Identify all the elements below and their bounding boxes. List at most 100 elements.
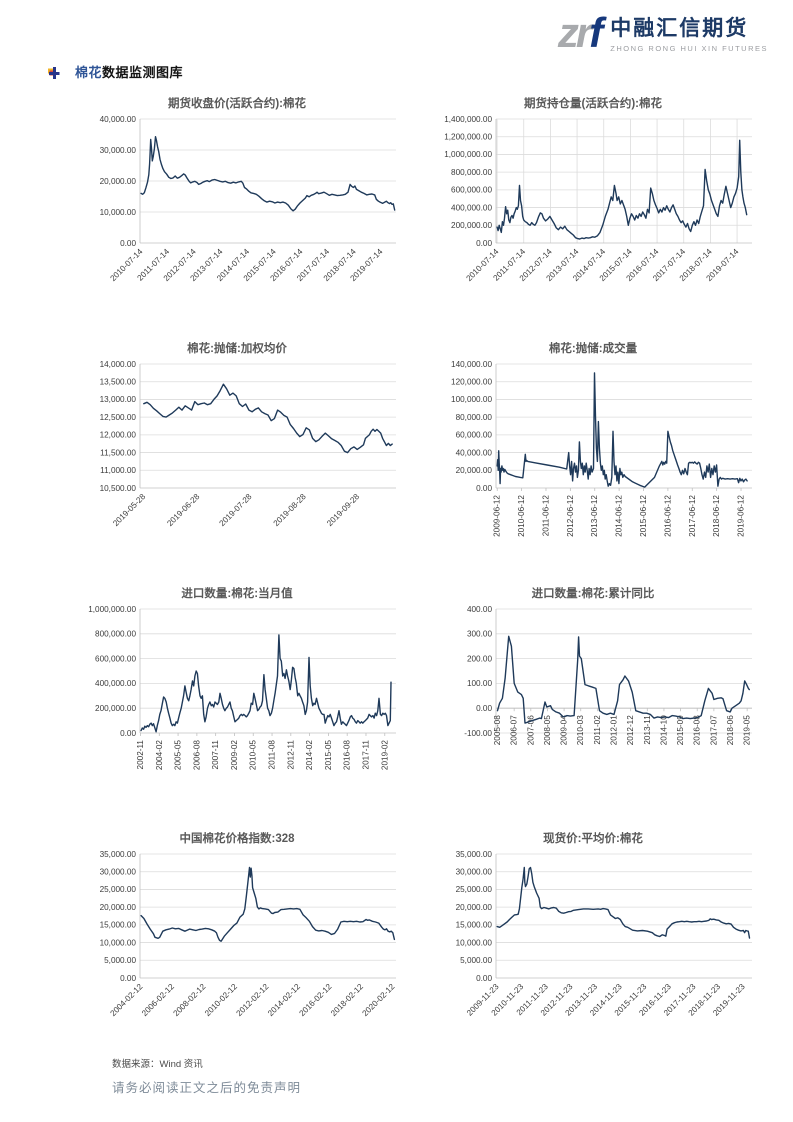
chart-futures-close-price: 期货收盘价(活跃合约):棉花 0.00 10,000.00 20,000.00 30,… [72,95,402,305]
chart-import-monthly: 进口数量:棉花:当月值 0.00 200,000.00 400,000.00 600,… [72,585,402,795]
svg-text:5,000.00: 5,000.00 [460,956,492,965]
svg-text:2012-02-12: 2012-02-12 [235,982,271,1018]
svg-text:400,000.00: 400,000.00 [95,679,136,688]
chart-import-cumulative-yoy: 进口数量:棉花:累计同比 -100.00 0.00 100.00 200.00 300.… [428,585,758,795]
svg-text:2019-09-28: 2019-09-28 [325,492,361,528]
svg-text:2019-08-28: 2019-08-28 [272,492,308,528]
svg-text:2013-11: 2013-11 [643,715,652,745]
svg-text:2015-06-12: 2015-06-12 [639,495,648,537]
svg-text:2015-09: 2015-09 [676,715,685,745]
svg-text:2002-11: 2002-11 [136,740,145,770]
logo-zr-letters: zr [557,8,592,56]
svg-text:30,000.00: 30,000.00 [456,868,493,877]
svg-text:2017-11: 2017-11 [361,740,370,770]
svg-text:10,000.00: 10,000.00 [100,208,137,217]
footer: 数据来源：Wind 资讯 请务必阅读正文之后的免责声明 [112,1056,301,1096]
logo-company-name-cn: 中融汇信期货 [610,17,749,40]
svg-text:2004-02-12: 2004-02-12 [109,982,145,1018]
svg-text:2012-11: 2012-11 [286,740,295,770]
svg-text:2019-02: 2019-02 [380,740,389,770]
chart-title: 棉花:抛储:成交量 [548,343,638,355]
svg-text:600,000.00: 600,000.00 [95,654,136,663]
svg-text:2018-06-12: 2018-06-12 [712,495,721,537]
data-source-note: 数据来源：Wind 资讯 [112,1059,203,1070]
svg-text:200.00: 200.00 [467,654,492,663]
svg-text:2008-05: 2008-05 [543,715,552,745]
svg-text:2010-03: 2010-03 [576,715,585,745]
chart-canvas: 0.00 200,000.00 400,000.00 600,000.00 800,00… [444,115,752,283]
svg-text:2007-06: 2007-06 [526,715,535,745]
svg-text:2014-02-12: 2014-02-12 [266,982,302,1018]
svg-text:2016-08: 2016-08 [693,715,702,745]
svg-text:10,000.00: 10,000.00 [100,938,137,947]
chart-spot-average-price: 现货价:平均价:棉花 0.00 5,000.00 10,000.00 15,000.0… [428,830,758,1040]
svg-text:40,000.00: 40,000.00 [456,448,493,457]
svg-text:2011-06-12: 2011-06-12 [541,495,550,537]
svg-text:20,000.00: 20,000.00 [100,177,137,186]
chart-canvas: 0.00 5,000.00 10,000.00 15,000.00 20,000.00 2… [100,850,397,1018]
svg-text:2012-12: 2012-12 [626,715,635,745]
svg-text:20,000.00: 20,000.00 [456,466,493,475]
svg-text:1,400,000.00: 1,400,000.00 [444,115,492,124]
svg-text:2019-06-28: 2019-06-28 [165,492,201,528]
logo-text-block: 中融汇信期货 ZHONG RONG HUI XIN FUTURES [610,12,768,53]
svg-text:0.00: 0.00 [476,704,492,713]
svg-text:300.00: 300.00 [467,630,492,639]
svg-text:2005-08: 2005-08 [493,715,502,745]
svg-text:2017-06-12: 2017-06-12 [688,495,697,537]
svg-text:2006-08: 2006-08 [192,740,201,770]
svg-text:25,000.00: 25,000.00 [456,885,493,894]
svg-text:10,500.00: 10,500.00 [100,484,137,493]
chart-canvas: 10,500.00 11,000.00 11,500.00 12,000.00 12,5… [100,360,396,528]
svg-text:2006-02-12: 2006-02-12 [140,982,176,1018]
chart-title: 进口数量:棉花:当月值 [181,588,293,600]
chart-canvas: 0.00 5,000.00 10,000.00 15,000.00 20,000.00 2… [456,850,752,1018]
svg-text:2014-06-12: 2014-06-12 [615,495,624,537]
svg-text:20,000.00: 20,000.00 [456,903,493,912]
page-title-rest: 数据监测图库 [102,65,184,80]
svg-text:2007-11: 2007-11 [211,740,220,770]
svg-text:2015-05: 2015-05 [324,740,333,770]
svg-text:15,000.00: 15,000.00 [456,921,493,930]
chart-title: 棉花:抛储:加权均价 [187,343,287,355]
svg-text:80,000.00: 80,000.00 [456,413,493,422]
page-title-highlight: 棉花 [75,65,103,80]
charts-grid: 期货收盘价(活跃合约):棉花 0.00 10,000.00 20,000.00 30,… [72,95,758,1040]
svg-text:0.00: 0.00 [476,239,492,248]
svg-text:2016-08: 2016-08 [343,740,352,770]
svg-text:14,000.00: 14,000.00 [100,360,137,369]
svg-text:2019-06-12: 2019-06-12 [737,495,746,537]
svg-text:35,000.00: 35,000.00 [456,850,493,859]
svg-text:0.00: 0.00 [120,729,136,738]
chart-china-cotton-price-index-328: 中国棉花价格指数:328 0.00 5,000.00 10,000.00 15,000… [72,830,402,1040]
svg-text:35,000.00: 35,000.00 [100,850,137,859]
svg-text:800,000.00: 800,000.00 [95,630,136,639]
chart-canvas: 0.00 20,000.00 40,000.00 60,000.00 80,000.00… [451,360,752,537]
chart-reserve-weighted-avg-price: 棉花:抛储:加权均价 10,500.00 11,000.00 11,500.00 12… [72,340,402,550]
svg-text:1,000,000.00: 1,000,000.00 [444,150,492,159]
svg-text:100.00: 100.00 [467,679,492,688]
svg-text:2014-10: 2014-10 [659,715,668,745]
svg-text:40,000.00: 40,000.00 [100,115,137,124]
svg-text:1,200,000.00: 1,200,000.00 [444,133,492,142]
chart-futures-open-interest: 期货持仓量(活跃合约):棉花 0.00 200,000.00 400,000.00 6… [428,95,758,305]
svg-text:2008-02-12: 2008-02-12 [172,982,208,1018]
chart-title: 中国棉花价格指数:328 [179,833,295,845]
svg-text:2017-07: 2017-07 [709,715,718,745]
page-title: 棉花数据监测图库 [75,62,183,81]
svg-text:2009-04: 2009-04 [560,715,569,745]
svg-text:30,000.00: 30,000.00 [100,146,137,155]
svg-text:0.00: 0.00 [120,239,136,248]
svg-text:0.00: 0.00 [476,484,492,493]
disclaimer-note: 请务必阅读正文之后的免责声明 [112,1081,302,1095]
logo-f-letter: f [589,8,603,56]
svg-text:2018-06: 2018-06 [726,715,735,745]
chart-canvas: -100.00 0.00 100.00 200.00 300.00 400.00 2005-… [464,605,752,745]
svg-text:2010-05: 2010-05 [249,740,258,770]
svg-text:200,000.00: 200,000.00 [95,704,136,713]
svg-text:-100.00: -100.00 [464,729,492,738]
svg-text:100,000.00: 100,000.00 [451,395,492,404]
svg-text:2019-05-28: 2019-05-28 [111,492,147,528]
svg-text:5,000.00: 5,000.00 [104,956,136,965]
